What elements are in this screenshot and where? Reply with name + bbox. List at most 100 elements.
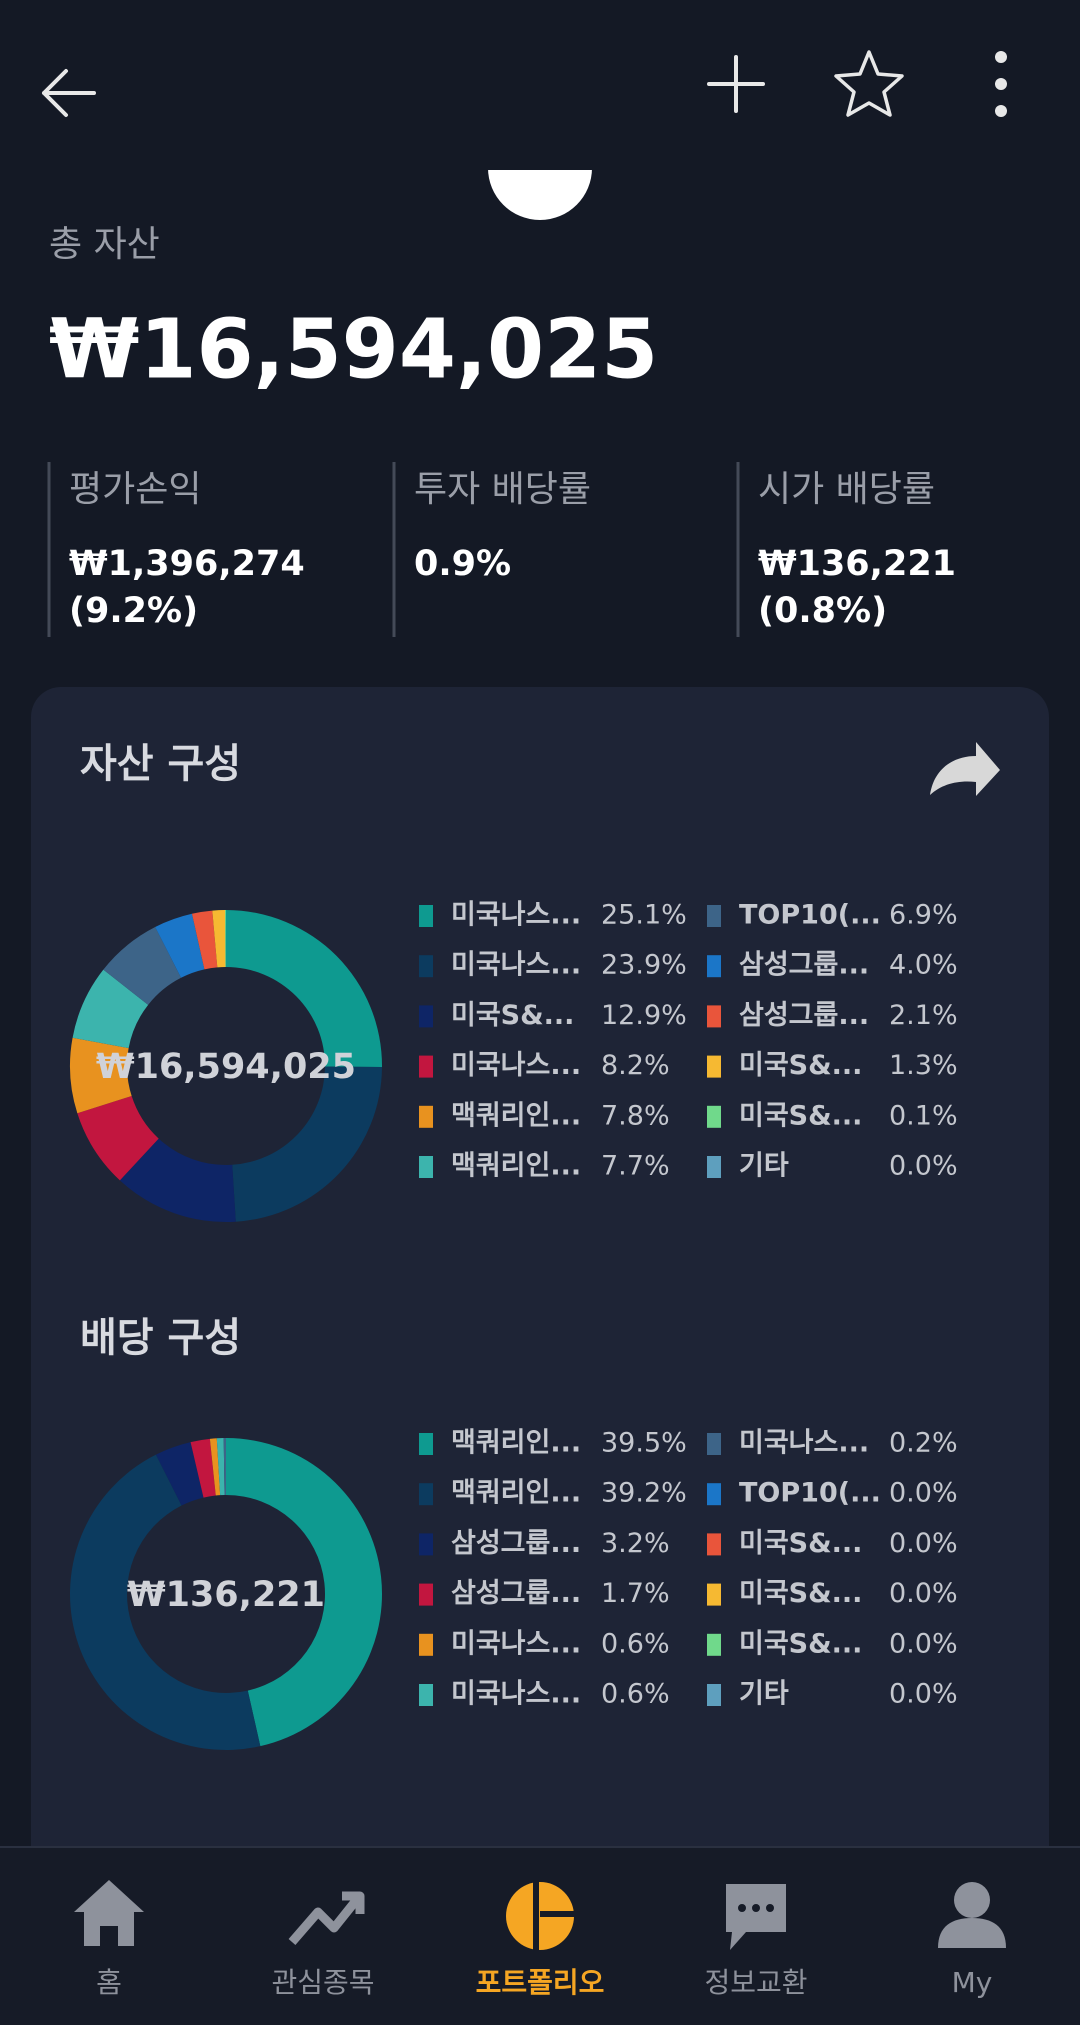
legend-name: TOP10(... — [739, 900, 881, 931]
nav: 홈 관심종목 포트폴리오 정보교환 My — [96, 1966, 992, 1999]
legend-swatch — [419, 1156, 433, 1178]
avatar-edge — [488, 168, 592, 220]
legend-value: 1.7% — [601, 1578, 670, 1609]
donut-segment — [191, 910, 218, 970]
legend-name: 미국나스... — [451, 1628, 581, 1659]
menu-button[interactable] — [995, 51, 1007, 117]
share-button[interactable] — [930, 742, 1000, 796]
legend-swatch — [419, 1583, 433, 1606]
total-label: 총 자산 — [49, 224, 160, 265]
legend-name: 맥쿼리인... — [451, 1151, 581, 1182]
legend-value: 0.0% — [889, 1578, 958, 1609]
legend-name: 맥쿼리인... — [451, 1100, 581, 1131]
legend-name: 기타 — [739, 1151, 789, 1182]
chart-title: 자산 구성 — [80, 741, 241, 787]
legend-swatch — [707, 1105, 721, 1128]
legend-name: 맥쿼리인... — [451, 1428, 581, 1459]
legend-name: 미국S&... — [451, 1000, 574, 1031]
stat-label: 평가손익 — [69, 469, 201, 510]
legend-swatch — [707, 1005, 721, 1028]
legend-swatch — [419, 955, 433, 978]
legend-value: 0.0% — [889, 1628, 958, 1659]
donut-center-label: ₩16,594,025 — [96, 1047, 356, 1087]
total-value: ₩16,594,025 — [49, 302, 658, 397]
legend-name: 미국나스... — [451, 1050, 581, 1081]
donut-segment — [232, 1066, 382, 1222]
legend-value: 1.3% — [889, 1050, 958, 1081]
legend-name: 삼성그룹... — [739, 1000, 869, 1031]
legend-name: 삼성그룹... — [451, 1528, 581, 1559]
donut-segment — [69, 1037, 132, 1114]
legend-swatch — [707, 1533, 721, 1556]
legend-name: 미국S&... — [739, 1528, 862, 1559]
stat-label: 시가 배당률 — [758, 469, 935, 510]
donut-segment — [226, 1438, 382, 1747]
add-button[interactable] — [707, 55, 765, 113]
nav-label: 관심종목 — [271, 1966, 374, 1999]
legend-value: 6.9% — [889, 900, 958, 931]
donut-segment — [103, 927, 182, 1005]
legend-name: 맥쿼리인... — [451, 1478, 581, 1509]
portfolio-icon — [506, 1882, 574, 1950]
favorite-button[interactable] — [834, 50, 904, 117]
legend-name: 미국나스... — [739, 1428, 869, 1459]
donut-segment — [209, 1438, 221, 1496]
legend-value: 39.2% — [601, 1478, 687, 1509]
avatar-mask — [480, 160, 600, 170]
stat-value: 0.9% — [414, 544, 511, 584]
legend-swatch — [707, 1684, 721, 1706]
legend-swatch — [419, 1483, 433, 1506]
legend-swatch — [707, 1433, 721, 1455]
legend-value: 2.1% — [889, 1000, 958, 1031]
legend-swatch — [419, 1533, 433, 1556]
donut-segment — [155, 913, 205, 978]
legend-swatch — [419, 1105, 433, 1128]
legend-value: 0.0% — [889, 1679, 958, 1710]
nav-label: My — [952, 1966, 993, 1999]
stat-sub: (9.2%) — [69, 591, 198, 631]
legend-name: 미국S&... — [739, 1050, 862, 1081]
legend-swatch — [707, 955, 721, 978]
nav-label: 정보교환 — [704, 1966, 807, 1999]
legend-swatch — [419, 1684, 433, 1706]
legend-value: 0.1% — [889, 1100, 958, 1131]
legend-name: 삼성그룹... — [451, 1578, 581, 1609]
donut-center-label: ₩136,221 — [127, 1575, 325, 1615]
nav-label: 포트폴리오 — [476, 1966, 605, 1999]
legend-name: 기타 — [739, 1679, 789, 1710]
legend-name: 미국나스... — [451, 1679, 581, 1710]
legend-value: 3.2% — [601, 1528, 670, 1559]
watchlist-icon — [288, 1891, 365, 1945]
legend-swatch — [419, 1433, 433, 1455]
legend-value: 0.6% — [601, 1679, 670, 1710]
stats: 평가손익 ₩1,396,274 (9.2%) 투자 배당률 0.9% 시가 배당률 ₩136… — [47, 462, 956, 637]
donut-segment — [190, 1438, 216, 1498]
legend-value: 0.6% — [601, 1628, 670, 1659]
legend-value: 7.7% — [601, 1151, 670, 1182]
legend-value: 0.2% — [889, 1428, 958, 1459]
my-icon — [938, 1882, 1006, 1948]
legend-value: 7.8% — [601, 1100, 670, 1131]
legend-value: 12.9% — [601, 1000, 687, 1031]
nav-label: 홈 — [96, 1966, 122, 1999]
legend-swatch — [707, 905, 721, 927]
stat-value: ₩1,396,274 — [69, 544, 305, 584]
charts: 자산 구성 ₩16,594,025 미국나스... 25.1% 미국나스... 23.9%… — [69, 741, 958, 1750]
legend-value: 25.1% — [601, 900, 687, 931]
legend-value: 23.9% — [601, 950, 687, 981]
legend-name: 미국S&... — [739, 1100, 862, 1131]
legend-swatch — [419, 1005, 433, 1028]
legend-value: 8.2% — [601, 1050, 670, 1081]
chart-title: 배당 구성 — [80, 1315, 241, 1361]
donut-segment — [72, 969, 149, 1049]
legend-value: 0.0% — [889, 1151, 958, 1182]
legend-swatch — [419, 905, 433, 927]
donut-segment — [77, 1096, 159, 1181]
legend-swatch — [707, 1156, 721, 1178]
legend-swatch — [419, 1055, 433, 1078]
donut-segment — [119, 1138, 236, 1222]
legend-name: 미국나스... — [451, 950, 581, 981]
donut-segment — [216, 1438, 225, 1496]
back-button[interactable] — [42, 69, 96, 117]
